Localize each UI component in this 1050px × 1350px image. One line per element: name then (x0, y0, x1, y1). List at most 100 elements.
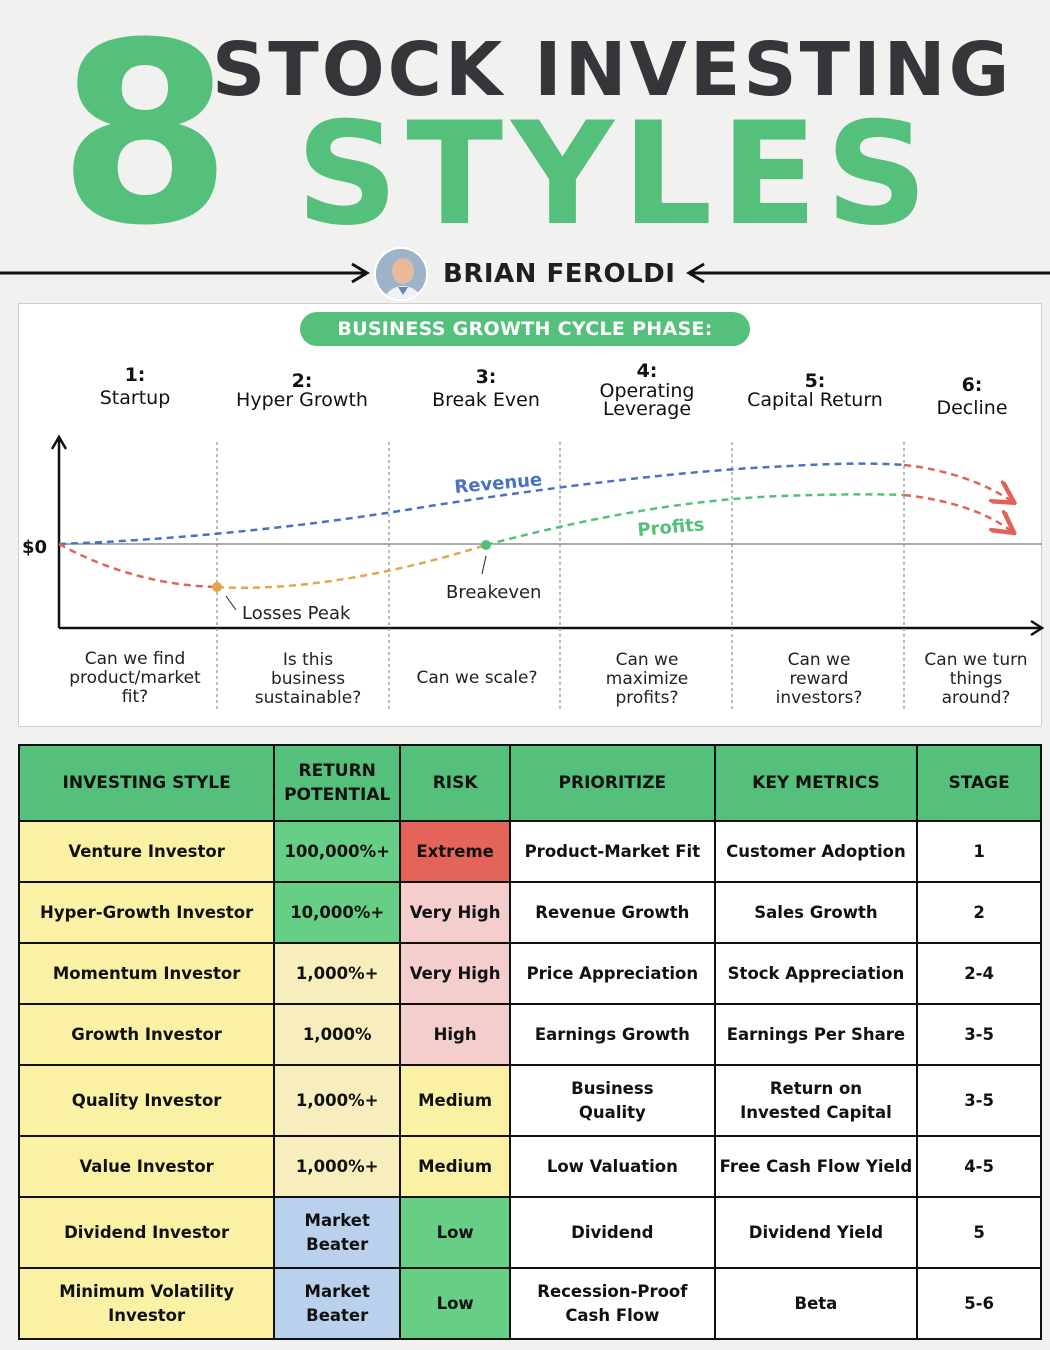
cell-stage: 5-6 (916, 1267, 1042, 1340)
cell-key-metrics: Customer Adoption (713, 820, 919, 883)
investing-styles-table: INVESTING STYLE RETURN POTENTIAL RISK PR… (17, 744, 1042, 1340)
title-line-1: STOCK INVESTING (212, 27, 1013, 113)
cell-prioritize: Revenue Growth (509, 881, 716, 944)
cell-prioritize: Price Appreciation (509, 942, 716, 1005)
cell-key-metrics: Return on Invested Capital (713, 1064, 919, 1137)
cell-key-metrics: Dividend Yield (713, 1196, 919, 1269)
cell-stage: 2 (916, 881, 1042, 944)
cell-return-potential: 100,000%+ (273, 820, 402, 883)
cell-investing-style: Momentum Investor (17, 942, 276, 1005)
phase-3: 3: Break Even (418, 366, 554, 411)
y-axis-arrow (50, 434, 68, 450)
phase-5: 5: Capital Return (732, 370, 898, 411)
zero-label: $0 (22, 537, 47, 558)
phase-3-number: 3: (475, 366, 497, 388)
cell-return-potential: 1,000%+ (273, 942, 402, 1005)
cell-prioritize: Dividend (509, 1196, 716, 1269)
question-phase-6: Can we turn things around? (924, 650, 1028, 708)
cell-stage: 4-5 (916, 1135, 1042, 1198)
cell-key-metrics: Beta (713, 1267, 919, 1340)
phase-6-label: Decline (936, 397, 1008, 419)
losses-peak-pointer (225, 595, 237, 611)
cell-investing-style: Value Investor (17, 1135, 276, 1198)
profits-label: Profits (637, 514, 706, 541)
big-number-eight: 8 (58, 0, 232, 280)
growth-cycle-title: BUSINESS GROWTH CYCLE PHASE: (300, 312, 750, 346)
cell-key-metrics: Stock Appreciation (713, 942, 919, 1005)
losses-line (58, 542, 218, 589)
cell-prioritize: Recession-Proof Cash Flow (509, 1267, 716, 1340)
cell-stage: 2-4 (916, 942, 1042, 1005)
table-header-row: INVESTING STYLE RETURN POTENTIAL RISK PR… (17, 744, 1042, 822)
cell-stage: 3-5 (916, 1003, 1042, 1066)
cell-key-metrics: Free Cash Flow Yield (713, 1135, 919, 1198)
question-phase-5: Can we reward investors? (775, 650, 863, 708)
revenue-decline-line (903, 463, 1010, 500)
left-arrow-head (351, 262, 370, 284)
losses-peak-point (212, 582, 222, 592)
cell-key-metrics: Sales Growth (713, 881, 919, 944)
cell-investing-style: Minimum Volatility Investor (17, 1267, 276, 1340)
author-row: BRIAN FEROLDI (0, 245, 1050, 305)
right-arrow-head (686, 262, 705, 284)
phase-6: 6: Decline (922, 376, 1022, 419)
revenue-label: Revenue (454, 469, 543, 498)
phase-1-number: 1: (124, 364, 146, 386)
phase-5-number: 5: (804, 370, 826, 392)
cell-risk: Very High (399, 881, 512, 944)
cell-stage: 3-5 (916, 1064, 1042, 1137)
phase-1: 1: Startup (80, 364, 190, 409)
phase-4-label-line-2: Leverage (602, 398, 692, 420)
cell-investing-style: Venture Investor (17, 820, 276, 883)
phase-5-label: Capital Return (747, 389, 883, 411)
cell-prioritize: Low Valuation (509, 1135, 716, 1198)
phase-4-number: 4: (636, 360, 658, 382)
header-risk: RISK (399, 744, 512, 822)
cell-risk: Medium (399, 1135, 512, 1198)
table-row: Venture Investor 100,000%+ Extreme Product-… (17, 820, 1042, 883)
phase-4: 4: Operating Leverage (584, 360, 710, 420)
cell-stage: 1 (916, 820, 1042, 883)
loss-recovery-line (216, 543, 487, 590)
profits-decline-line (903, 493, 1010, 530)
cell-risk: Medium (399, 1064, 512, 1137)
question-phase-4: Can we maximize profits? (605, 650, 689, 708)
phase-2-number: 2: (291, 370, 313, 392)
cell-prioritize: Business Quality (509, 1064, 716, 1137)
question-phase-2: Is this business sustainable? (254, 650, 362, 708)
cell-risk: Extreme (399, 820, 512, 883)
cell-prioritize: Product-Market Fit (509, 820, 716, 883)
phase-2-label: Hyper Growth (236, 389, 368, 411)
table-row: Hyper-Growth Investor 10,000%+ Very High Re… (17, 881, 1042, 944)
revenue-line (58, 462, 905, 546)
cell-prioritize: Earnings Growth (509, 1003, 716, 1066)
avatar-person-icon (376, 249, 426, 299)
author-avatar (374, 247, 428, 301)
table-row: Growth Investor 1,000% High Earnings Growth… (17, 1003, 1042, 1066)
x-axis-arrow (1030, 619, 1045, 637)
table-body: Venture Investor 100,000%+ Extreme Product-… (17, 820, 1042, 1340)
profits-line (485, 493, 905, 547)
table-row: Minimum Volatility Investor Market Beater Lo… (17, 1267, 1042, 1340)
header-prioritize: PRIORITIZE (509, 744, 716, 822)
cell-risk: Low (399, 1267, 512, 1340)
phase-2: 2: Hyper Growth (222, 370, 382, 411)
header-investing-style: INVESTING STYLE (17, 744, 276, 822)
cell-return-potential: Market Beater (273, 1196, 402, 1269)
cell-risk: Very High (399, 942, 512, 1005)
phase-1-label: Startup (99, 387, 171, 409)
cell-investing-style: Quality Investor (17, 1064, 276, 1137)
table-row: Quality Investor 1,000%+ Medium Business Qua… (17, 1064, 1042, 1137)
breakeven-label: Breakeven (446, 582, 541, 603)
title-line-2: STYLES (296, 92, 936, 257)
cell-risk: High (399, 1003, 512, 1066)
cell-investing-style: Dividend Investor (17, 1196, 276, 1269)
phase-3-label: Break Even (432, 389, 540, 411)
cell-return-potential: 10,000%+ (273, 881, 402, 944)
cell-risk: Low (399, 1196, 512, 1269)
breakeven-point (481, 540, 491, 550)
growth-cycle-chart: $0 Revenue Profits Losses Peak Breakeven (22, 434, 1045, 710)
table-row: Dividend Investor Market Beater Low Dividend… (17, 1196, 1042, 1269)
header-key-metrics: KEY METRICS (713, 744, 919, 822)
losses-peak-label: Losses Peak (242, 603, 351, 624)
